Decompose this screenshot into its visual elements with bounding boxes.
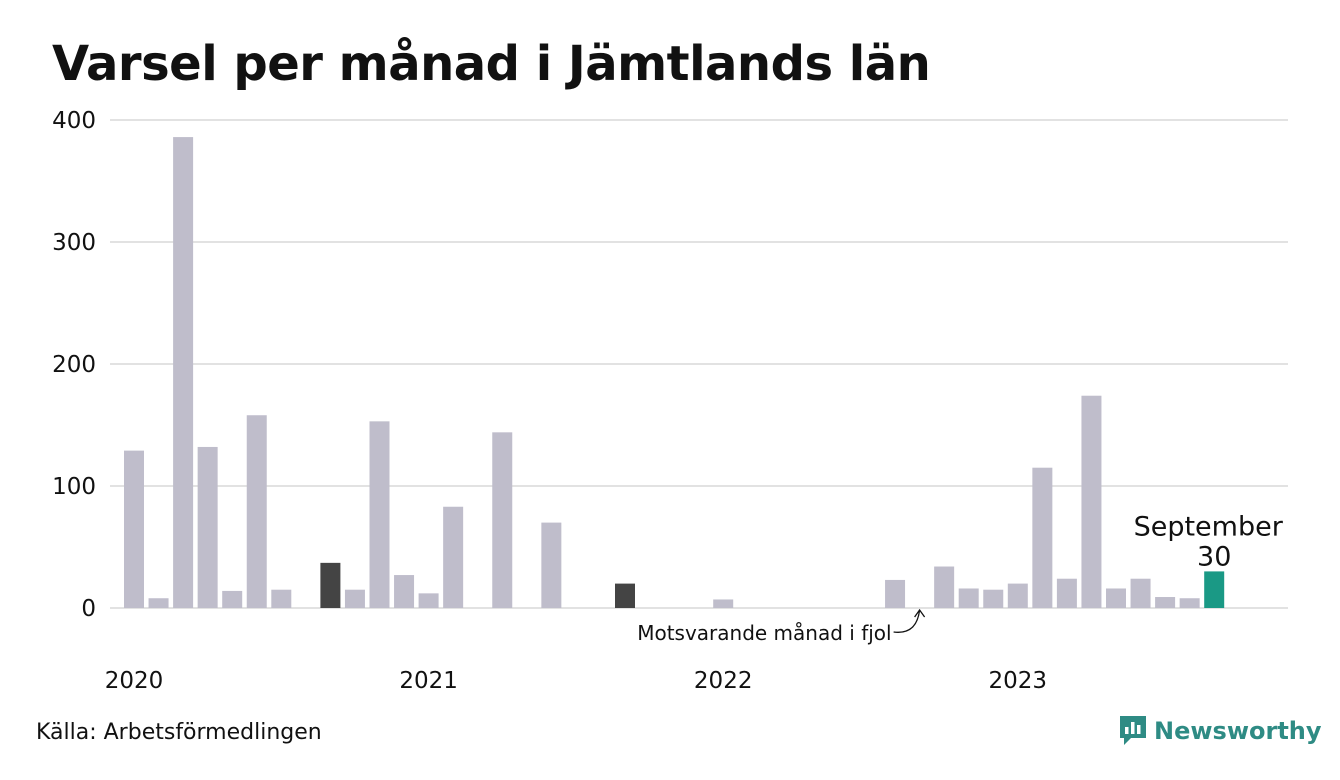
annotation: Motsvarande månad i fjol [637,608,926,645]
bar-2023-01 [1007,583,1028,608]
bar-2022-01 [713,599,734,608]
bar-2020-09 [320,562,341,608]
y-tick-label: 300 [52,230,96,256]
bar-2020-05 [222,590,243,608]
highlight-labels: September 30 [1134,511,1284,572]
bar-2020-10 [344,589,365,608]
bar-2021-01 [418,593,439,608]
chart-title: Varsel per månad i Jämtlands län [52,36,931,92]
bar-2022-10 [934,566,955,608]
bar-2020-04 [197,446,218,608]
brand-name: Newsworthy [1154,717,1322,745]
bar-2023-09 [1204,571,1225,608]
bar-2020-07 [271,589,292,608]
bar-2021-09 [615,583,635,608]
source-note: Källa: Arbetsförmedlingen [36,720,322,745]
bar-2023-02 [1032,467,1053,608]
bar-2020-02 [148,598,169,608]
bar-2021-06 [541,522,562,608]
y-tick-label: 200 [52,352,96,378]
highlight-value-label: 30 [1197,541,1231,572]
x-tick-label: 2023 [989,668,1048,694]
bar-2023-06 [1130,578,1151,608]
bar-2023-07 [1155,597,1176,608]
x-axis-ticks: 2020 2021 2022 2023 [105,668,1047,694]
newsworthy-logo-icon [1120,716,1146,745]
annotation-arrowhead-icon [914,608,926,618]
bar-2022-08 [885,579,906,608]
bar-2023-04 [1081,395,1102,608]
bar-2022-12 [983,589,1004,608]
highlight-month-label: September [1134,511,1284,542]
annotation-arrow-icon [893,609,921,633]
bar-2020-11 [369,421,390,608]
x-tick-label: 2022 [694,668,753,694]
bar-2021-04 [492,432,513,608]
x-tick-label: 2021 [399,668,458,694]
bar-2021-02 [443,506,464,608]
x-tick-label: 2020 [105,668,164,694]
annotation-text: Motsvarande månad i fjol [637,621,891,645]
bar-2022-11 [958,588,979,608]
bar-2020-03 [173,137,194,608]
bar-2020-12 [394,575,415,608]
bar-2020-01 [124,450,144,608]
bar-2020-06 [246,415,267,608]
y-tick-label: 400 [52,108,96,134]
bar-2023-08 [1179,598,1200,608]
y-axis-ticks: 0 100 200 300 400 [52,108,96,622]
y-tick-label: 0 [81,596,96,622]
bar-2023-03 [1056,578,1077,608]
grid-lines [110,119,1288,609]
brand-logo: Newsworthy [1118,714,1322,748]
bars [124,137,1225,608]
y-tick-label: 100 [52,474,96,500]
bar-2023-05 [1106,588,1126,608]
